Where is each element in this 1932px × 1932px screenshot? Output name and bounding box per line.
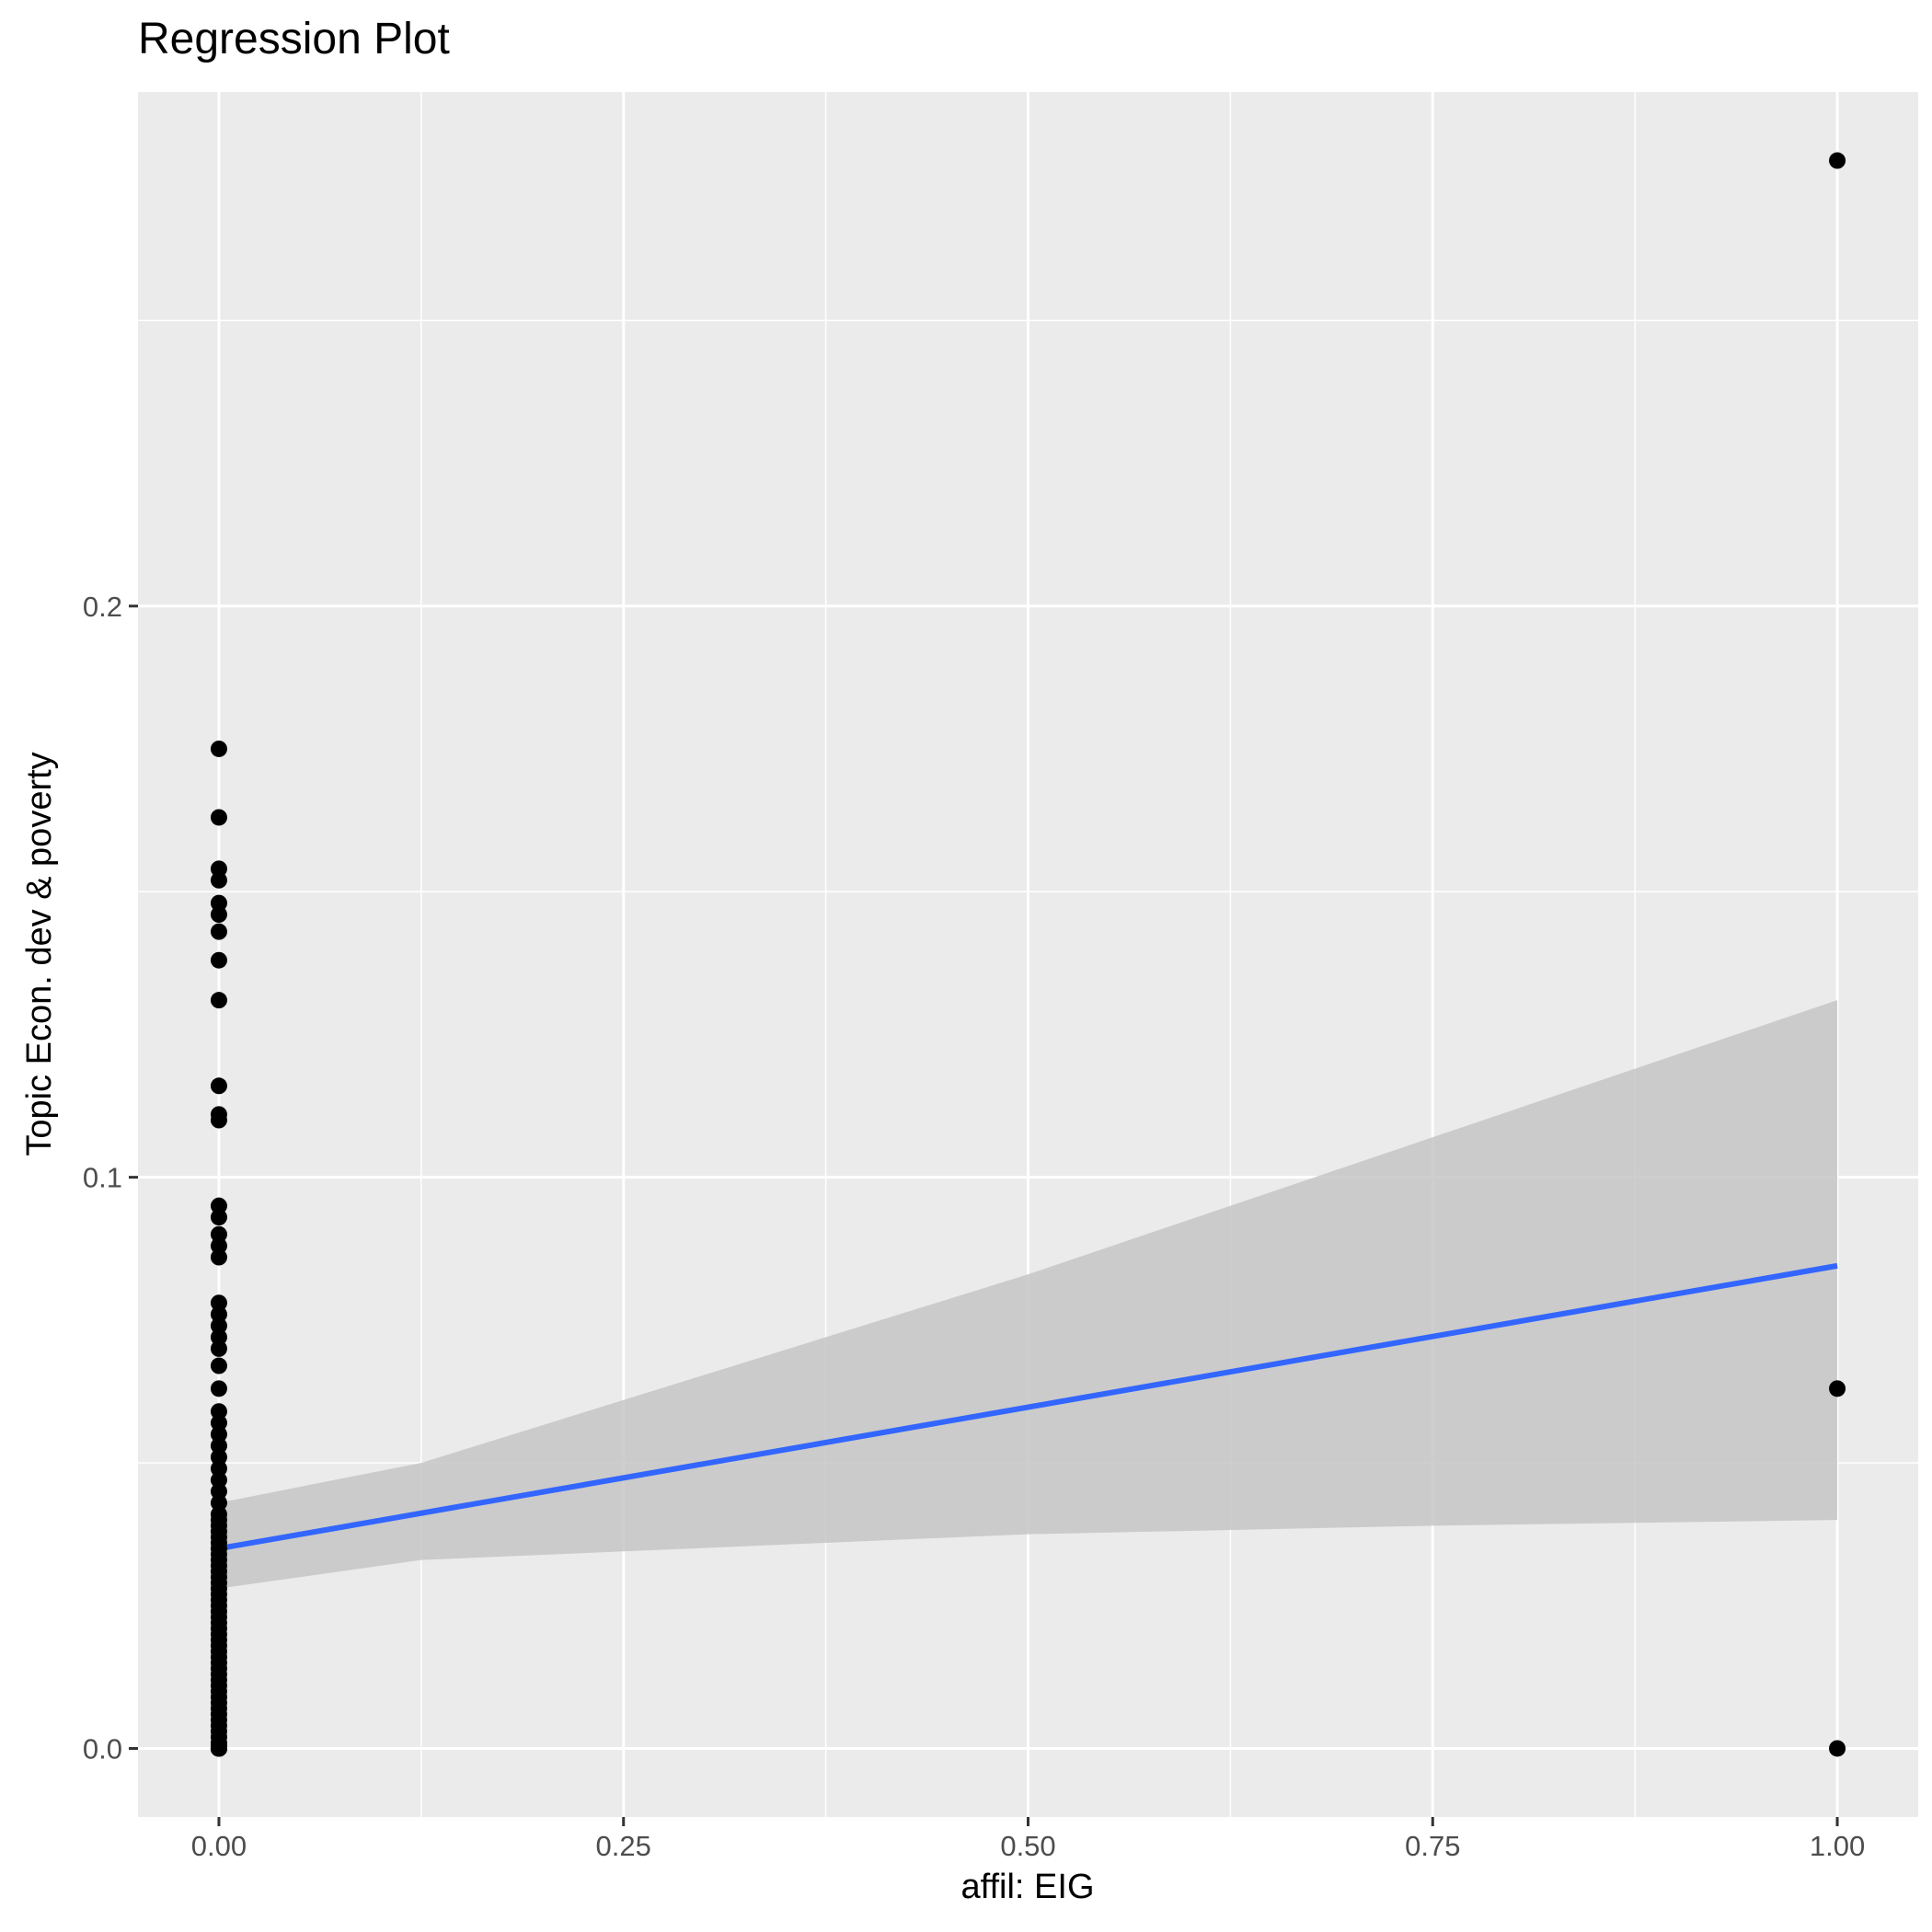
data-point (210, 1248, 227, 1266)
data-point (210, 1305, 227, 1323)
data-point (1829, 1380, 1846, 1397)
data-point (210, 1197, 227, 1214)
regression-line (218, 1262, 1838, 1552)
y-axis: 0.0 0.1 0.2 (83, 591, 138, 1765)
data-point (210, 1111, 227, 1129)
data-point (210, 1460, 227, 1478)
confidence-band-layer (218, 1000, 1838, 1589)
x-tick-label: 0.25 (596, 1830, 651, 1862)
data-point (210, 1471, 227, 1489)
data-point (210, 1209, 227, 1226)
fit-line-layer (218, 1262, 1838, 1552)
data-point (210, 740, 227, 757)
data-point (210, 1225, 227, 1243)
data-point (210, 860, 227, 878)
data-points (210, 152, 1846, 1757)
data-point (210, 1448, 227, 1466)
data-point (210, 906, 227, 924)
data-point (210, 1494, 227, 1512)
x-tick-label: 0.75 (1405, 1830, 1460, 1862)
x-axis-title: affil: EIG (960, 1868, 1094, 1906)
data-point (210, 1403, 227, 1420)
data-point (1829, 152, 1846, 169)
data-point (210, 1483, 227, 1501)
data-point (210, 1414, 227, 1432)
data-point (210, 1437, 227, 1455)
data-point (210, 951, 227, 969)
confidence-band (218, 1000, 1838, 1589)
data-point (210, 1357, 227, 1374)
data-point (210, 1294, 227, 1312)
data-point (210, 1328, 227, 1346)
data-point (210, 1740, 227, 1757)
y-tick-label: 0.1 (83, 1162, 122, 1194)
y-tick-label: 0.0 (83, 1732, 122, 1765)
data-point (210, 871, 227, 889)
x-tick-label: 0.50 (1000, 1830, 1055, 1862)
data-point (210, 1340, 227, 1357)
chart-title: Regression Plot (138, 15, 450, 63)
data-point (210, 1317, 227, 1335)
x-axis: 0.00 0.25 0.50 0.75 1.00 (191, 1817, 1865, 1862)
data-point (210, 923, 227, 940)
data-point (210, 894, 227, 912)
data-point (210, 1426, 227, 1443)
data-point (1829, 1740, 1846, 1757)
data-point (210, 809, 227, 826)
x-tick-label: 1.00 (1810, 1830, 1865, 1862)
data-point (210, 1077, 227, 1095)
data-point (210, 1380, 227, 1397)
data-point (210, 1237, 227, 1255)
y-tick-label: 0.2 (83, 591, 122, 623)
data-point (210, 992, 227, 1009)
y-axis-title: Topic Econ. dev & poverty (20, 752, 59, 1156)
x-tick-label: 0.00 (191, 1830, 247, 1862)
